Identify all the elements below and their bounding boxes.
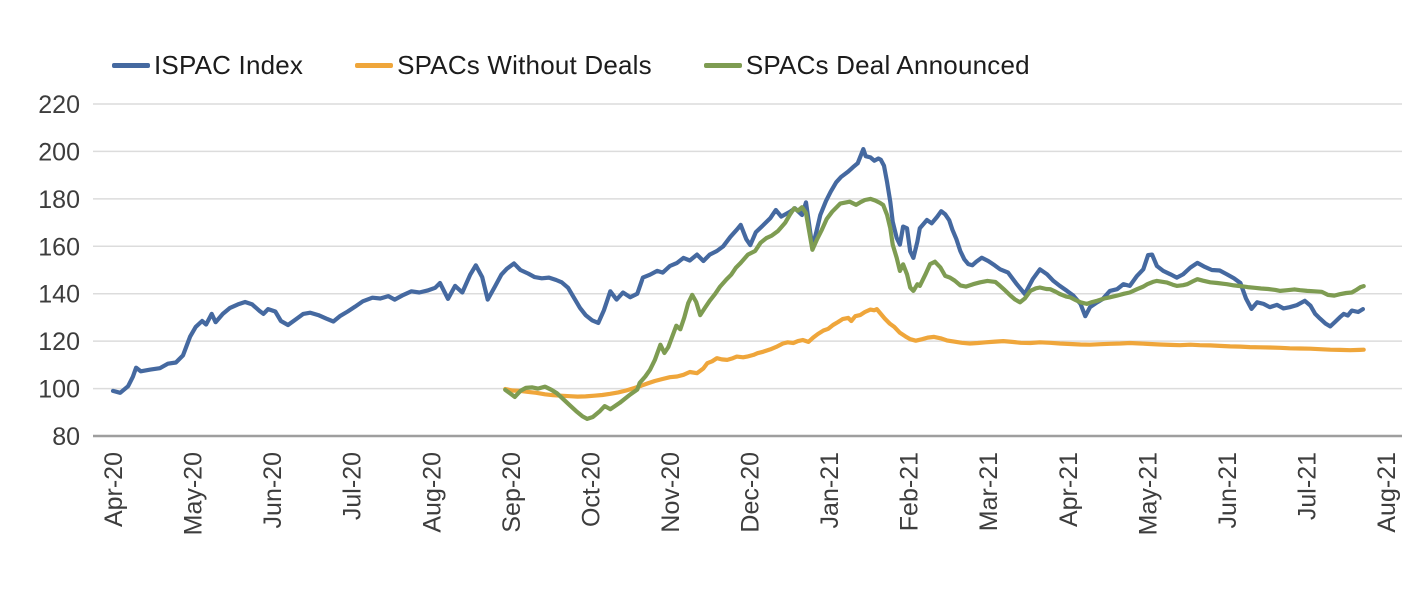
x-tick-label: Jun-20	[259, 452, 287, 528]
legend-label: SPACs Deal Announced	[745, 50, 1030, 80]
y-tick-label: 200	[38, 138, 80, 166]
x-tick-label: Jun-21	[1214, 452, 1242, 528]
legend-label: SPACs Without Deals	[397, 50, 652, 80]
x-tick-label: Oct-20	[577, 452, 605, 527]
legend-swatch-spacs-deal-announced	[703, 63, 742, 68]
x-tick-label: Jan-21	[816, 452, 844, 528]
x-tick-label: Dec-20	[737, 452, 765, 533]
y-tick-label: 140	[38, 281, 80, 309]
legend-item-ispac-index: ISPAC Index	[112, 50, 303, 81]
y-tick-label: 100	[38, 376, 80, 404]
chart-legend: ISPAC Index SPACs Without Deals SPACs Deal…	[112, 50, 1030, 81]
y-tick-label: 180	[38, 186, 80, 214]
series-line-spacs-deal-announced	[503, 196, 1366, 421]
y-tick-label: 160	[38, 233, 80, 261]
x-tick-label: Nov-20	[657, 452, 685, 533]
legend-label: ISPAC Index	[154, 50, 304, 80]
y-tick-label: 120	[38, 328, 80, 356]
x-tick-label: Apr-21	[1055, 452, 1083, 527]
x-tick-label: May-20	[180, 452, 208, 535]
x-tick-label: Aug-21	[1373, 452, 1401, 533]
x-tick-label: Apr-20	[100, 452, 128, 527]
series-line-spacs-without-deals	[503, 307, 1366, 399]
y-tick-label: 80	[52, 423, 80, 451]
x-tick-label: May-21	[1134, 452, 1162, 535]
legend-item-spacs-deal-announced: SPACs Deal Announced	[703, 50, 1030, 81]
x-tick-label: Feb-21	[896, 452, 924, 531]
legend-swatch-spacs-without-deals	[355, 63, 394, 68]
legend-swatch-ispac-index	[112, 63, 150, 68]
x-tick-label: Jul-21	[1293, 452, 1321, 520]
x-tick-label: Aug-20	[418, 452, 446, 533]
legend-item-spacs-without-deals: SPACs Without Deals	[355, 50, 652, 81]
x-tick-label: Jul-20	[339, 452, 367, 520]
x-tick-label: Sep-20	[498, 452, 526, 533]
series-line-ispac-index	[110, 147, 1366, 395]
y-tick-label: 220	[38, 91, 80, 119]
x-tick-label: Mar-21	[975, 452, 1003, 531]
